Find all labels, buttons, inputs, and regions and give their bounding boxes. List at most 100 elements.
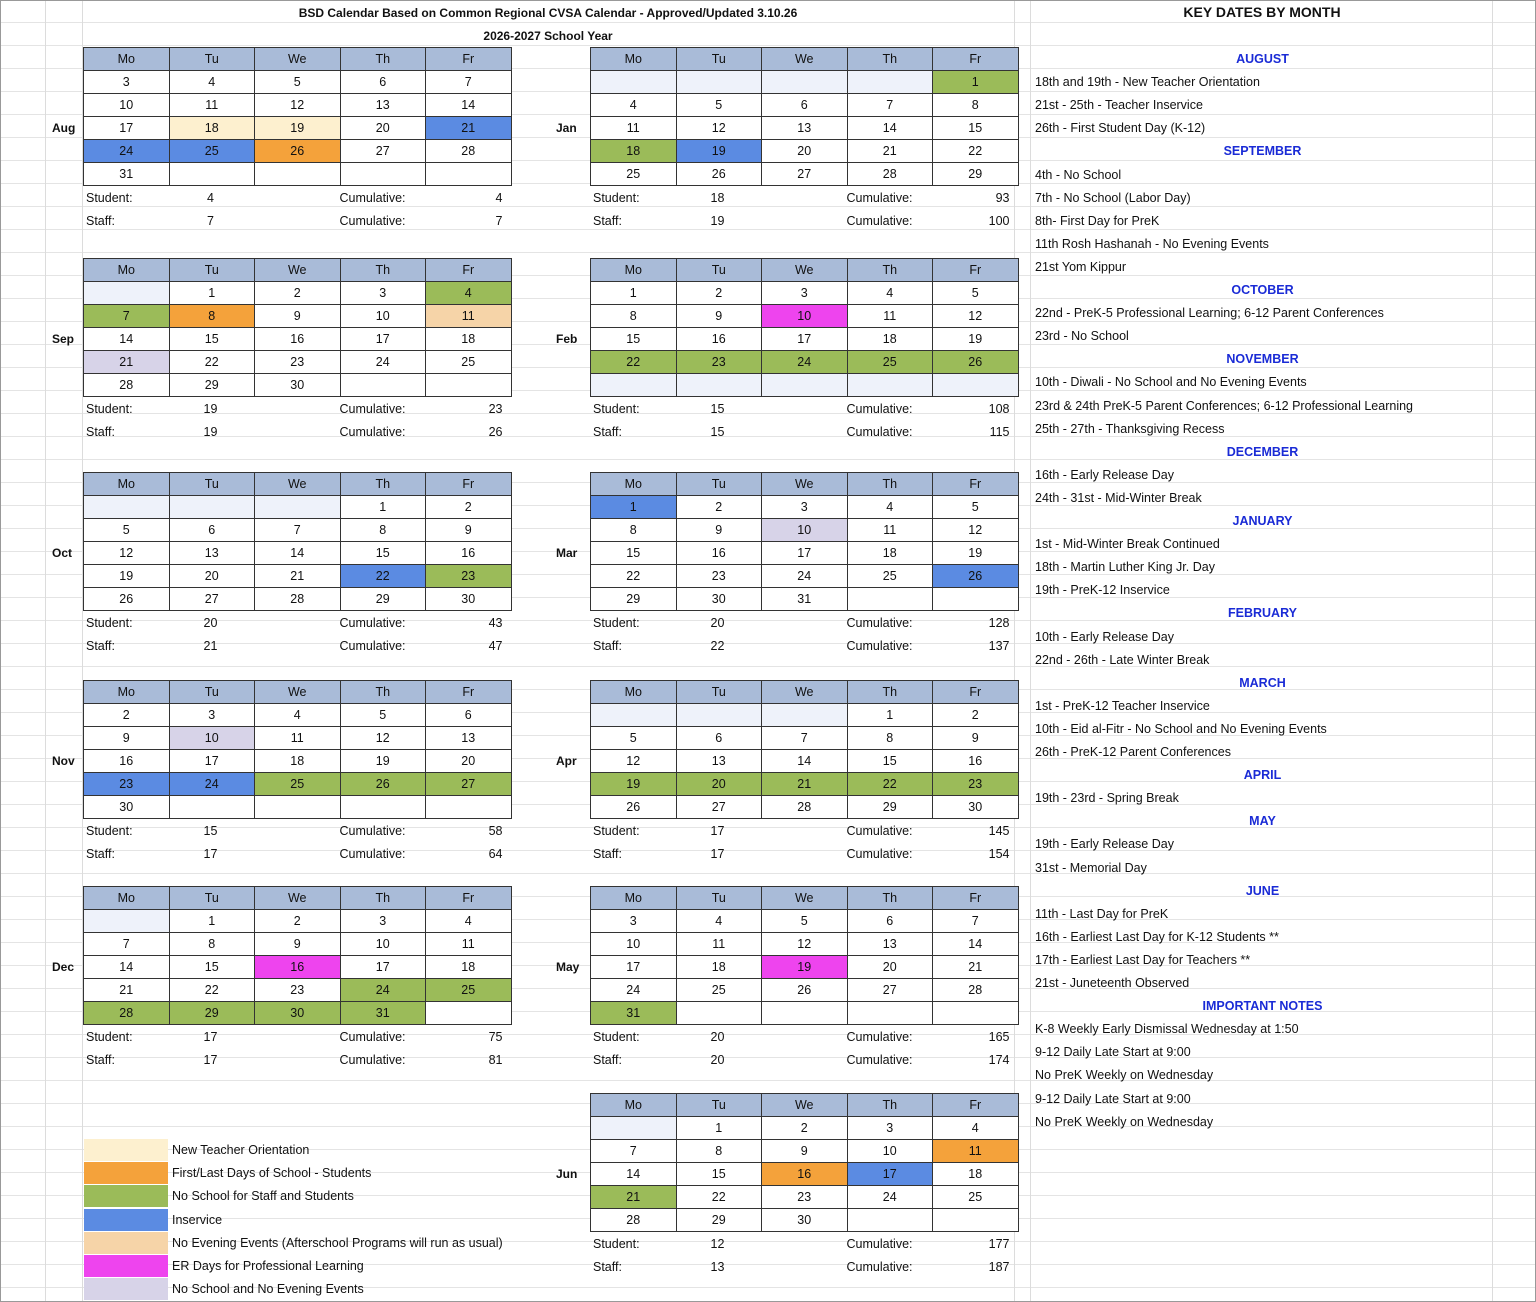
student-label: Student:: [86, 1030, 133, 1044]
day-cell: 22: [932, 139, 1019, 163]
day-cell: 5: [590, 726, 677, 750]
day-cell: 31: [339, 1001, 426, 1025]
month-table-nov: Mo Tu We Th Fr 2 3 4 5 6 9 10 11 12 13 16 17 18 19 20 23 24 25…: [83, 680, 512, 819]
school-year-subtitle: 2026-2027 School Year: [483, 29, 613, 43]
week-row: [590, 373, 1019, 397]
day-cell: 23: [675, 564, 762, 588]
key-dates-section-header: IMPORTANT NOTES: [1202, 999, 1323, 1014]
key-date-item: 21st Yom Kippur: [1035, 259, 1127, 274]
day-cell: 31: [761, 587, 848, 611]
weekday-header: We: [761, 680, 848, 704]
key-date-item: 7th - No School (Labor Day): [1035, 190, 1191, 205]
day-cell: 26: [83, 587, 170, 611]
day-cell: 23: [254, 350, 341, 374]
weekday-header: Mo: [590, 886, 677, 910]
weekday-header: We: [761, 258, 848, 282]
empty-cell: [168, 162, 255, 186]
legend-swatch: [84, 1278, 168, 1301]
empty-cell: [761, 70, 848, 94]
day-cell: 5: [83, 518, 170, 542]
staff-days: 19: [203, 425, 218, 439]
day-cell: 5: [932, 281, 1019, 305]
weekday-header: Fr: [932, 47, 1019, 71]
day-cell: 4: [425, 909, 512, 933]
key-date-item: 25th - 27th - Thanksgiving Recess: [1035, 421, 1225, 436]
day-cell: 29: [339, 587, 426, 611]
key-date-item: 10th - Eid al-Fitr - No School and No Ev…: [1035, 721, 1327, 736]
week-row: 19 20 21 22 23: [590, 772, 1019, 796]
day-cell: 29: [168, 1001, 255, 1025]
day-cell: 20: [761, 139, 848, 163]
day-cell: 1: [168, 281, 255, 305]
day-cell: 15: [675, 1162, 762, 1186]
day-cell: 21: [761, 772, 848, 796]
day-cell: 28: [254, 587, 341, 611]
day-cell: 12: [339, 726, 426, 750]
day-cell: 24: [846, 1185, 933, 1209]
day-cell: 4: [846, 281, 933, 305]
week-row: 7 8 9 10 11: [590, 1139, 1019, 1163]
empty-cell: [932, 373, 1019, 397]
cumulative-label: Cumulative:: [846, 191, 913, 205]
legend-item: First/Last Days of School - Students: [84, 1162, 514, 1185]
key-date-item: 1st - Mid-Winter Break Continued: [1035, 537, 1220, 552]
staff-label: Staff:: [593, 639, 622, 653]
legend-swatch: [84, 1139, 168, 1161]
day-cell: 7: [932, 909, 1019, 933]
weekday-header: We: [254, 472, 341, 496]
cumulative-label: Cumulative:: [339, 214, 406, 228]
student-label: Student:: [593, 616, 640, 630]
week-row: 31: [83, 162, 512, 186]
day-cell: 17: [590, 955, 677, 979]
day-cell: 9: [425, 518, 512, 542]
weekday-header: Fr: [425, 886, 512, 910]
day-cell: 18: [846, 327, 933, 351]
week-row: 29 30 31: [590, 587, 1019, 611]
day-cell: 21: [83, 350, 170, 374]
key-date-item: 26th - First Student Day (K-12): [1035, 121, 1206, 136]
day-cell: 29: [675, 1208, 762, 1232]
day-cell: 4: [425, 281, 512, 305]
grid-line: [82, 0, 83, 1302]
day-cell: 11: [425, 304, 512, 328]
day-cell: 5: [761, 909, 848, 933]
empty-cell: [761, 703, 848, 727]
day-cell: 13: [761, 116, 848, 140]
week-row: 15 16 17 18 19: [590, 541, 1019, 565]
day-cell: 4: [168, 70, 255, 94]
weekday-header: Mo: [83, 680, 170, 704]
day-cell: 1: [590, 281, 677, 305]
key-date-item: 23rd & 24th PreK-5 Parent Conferences; 6…: [1035, 398, 1414, 413]
day-cell: 23: [83, 772, 170, 796]
day-cell: 13: [675, 749, 762, 773]
staff-label: Staff:: [593, 214, 622, 228]
student-days: 20: [710, 616, 725, 630]
staff-label: Staff:: [86, 1053, 115, 1067]
staff-cumulative: 174: [988, 1053, 1010, 1067]
empty-cell: [425, 795, 512, 819]
legend-swatch: [84, 1162, 168, 1185]
day-cell: 10: [339, 304, 426, 328]
day-cell: 19: [339, 749, 426, 773]
month-table-mar: Mo Tu We Th Fr 1 2 3 4 5 8 9 10 11 12 15 16 17 18 19 22 23 24 2…: [590, 472, 1019, 611]
key-date-item: 18th and 19th - New Teacher Orientation: [1035, 75, 1260, 90]
weekday-header: We: [254, 886, 341, 910]
day-cell: 4: [254, 703, 341, 727]
weekday-header: We: [761, 1093, 848, 1117]
day-cell: 9: [675, 518, 762, 542]
staff-cumulative: 7: [495, 214, 503, 228]
legend-label: No Evening Events (Afterschool Programs …: [172, 1235, 503, 1250]
month-label: May: [556, 959, 580, 974]
week-row: 26 27 28 29 30: [83, 587, 512, 611]
day-cell: 11: [932, 1139, 1019, 1163]
day-cell: 23: [254, 978, 341, 1002]
empty-cell: [761, 373, 848, 397]
day-cell: 16: [675, 327, 762, 351]
day-cell: 20: [425, 749, 512, 773]
weekday-header: Th: [339, 258, 426, 282]
